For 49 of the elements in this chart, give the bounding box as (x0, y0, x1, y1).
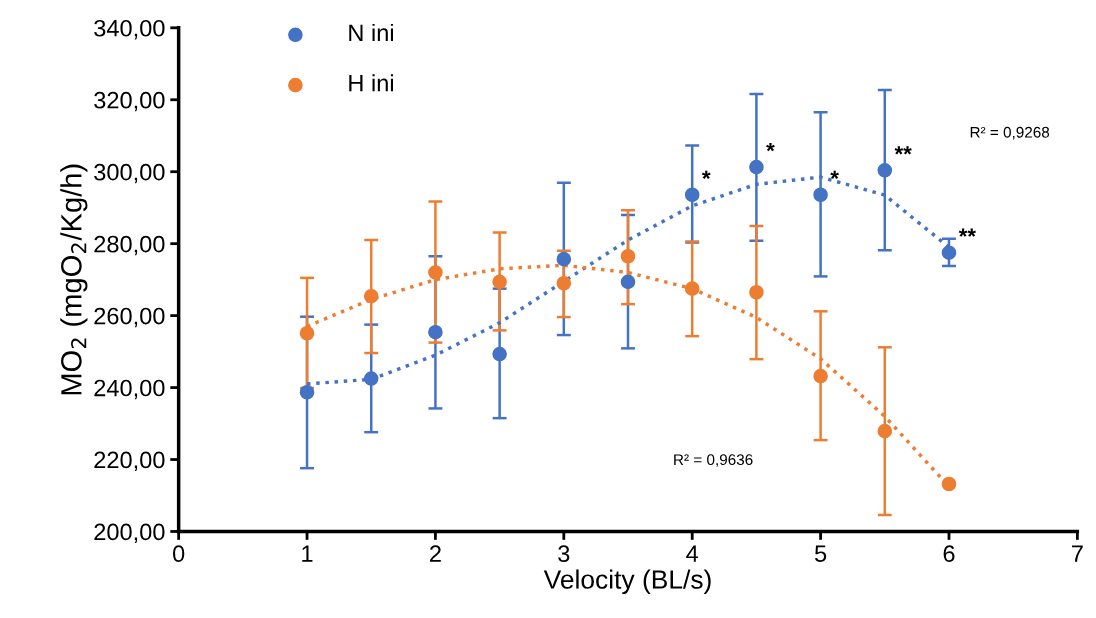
x-tick-label: 5 (814, 545, 827, 563)
point (684, 187, 700, 203)
annotation: * (830, 170, 839, 179)
point (749, 284, 764, 300)
point (684, 281, 700, 296)
point (556, 251, 572, 267)
y-tick-label: 240,00 (94, 379, 165, 400)
y-tick-label: 340,00 (94, 19, 165, 40)
point (620, 274, 636, 290)
annotation: ** (894, 146, 912, 155)
point (749, 159, 764, 175)
point (556, 275, 572, 291)
point (363, 371, 379, 386)
annotation: * (766, 142, 775, 152)
point (941, 476, 957, 492)
point (492, 346, 507, 362)
point (813, 187, 828, 203)
x-axis-title: Velocity (BL/s) (543, 569, 711, 595)
x-tick-label: 3 (558, 545, 570, 563)
annotation: * (701, 170, 711, 179)
point (492, 274, 507, 290)
x-tick-label: 4 (686, 545, 699, 562)
point (877, 162, 893, 178)
y-tick-label: 320,00 (94, 91, 165, 112)
x-tick-label: 2 (430, 545, 441, 562)
y-tick-label: 220,00 (94, 451, 165, 472)
point (428, 265, 443, 280)
legend-label: H ini (349, 74, 393, 92)
point (299, 325, 315, 341)
x-tick-label: 1 (302, 545, 313, 562)
point (620, 248, 636, 264)
x-tick-label: 6 (943, 545, 955, 563)
legend-label: N ini (349, 23, 393, 41)
annotation: ** (958, 228, 976, 237)
y-tick-label: 200,00 (94, 523, 165, 544)
point (941, 245, 957, 260)
x-tick-label: 0 (173, 545, 185, 563)
y-tick-label: 280,00 (94, 235, 165, 256)
point (363, 288, 379, 304)
y-axis-title: MO$_{2}$ (mgO$_{2}$/Kg/h) (60, 164, 88, 395)
x-tick-label: 7 (1072, 545, 1083, 562)
y-tick-label: 300,00 (94, 163, 165, 184)
annotation: R² = 0,9636 (674, 454, 753, 467)
point (428, 324, 443, 340)
point (299, 384, 315, 400)
point (877, 423, 893, 439)
annotation: R² = 0,9268 (970, 126, 1050, 140)
y-tick-label: 260,00 (94, 307, 165, 328)
point (813, 368, 828, 384)
